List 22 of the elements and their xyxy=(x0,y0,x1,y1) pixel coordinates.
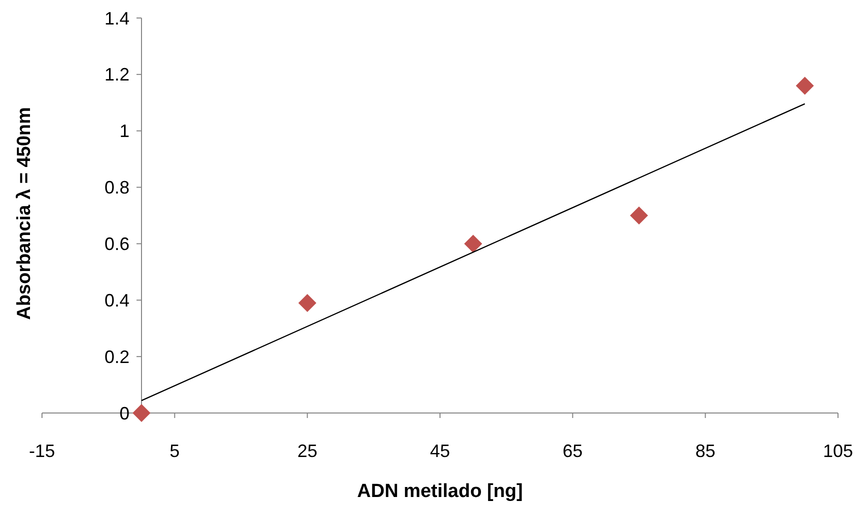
y-tick-label: 0.8 xyxy=(104,178,130,198)
y-tick-label: 0.2 xyxy=(104,346,130,367)
y-tick-label: 0 xyxy=(119,403,130,424)
point xyxy=(132,404,150,422)
y-axis-title: Absorbancia λ = 450nm xyxy=(14,107,35,320)
x-axis-title: ADN metilado [ng] xyxy=(357,481,523,502)
y-tick-label: 1.2 xyxy=(104,64,130,85)
y-tick-label: 0.6 xyxy=(104,234,130,254)
point xyxy=(630,206,648,224)
x-tick-label: 25 xyxy=(297,441,318,461)
x-tick-label: 65 xyxy=(562,441,583,461)
x-tick-label: 85 xyxy=(695,441,716,461)
x-tick-label: 105 xyxy=(822,441,854,461)
point xyxy=(298,294,316,312)
point xyxy=(464,234,482,253)
y-tick-label: 1.4 xyxy=(104,8,130,28)
x-tick-label: 5 xyxy=(170,441,180,461)
y-tick-label: 1 xyxy=(119,121,130,142)
point xyxy=(796,76,814,95)
y-tick-label: 0.4 xyxy=(104,290,130,310)
x-tick-label: 45 xyxy=(430,441,450,461)
x-tick-label: -15 xyxy=(28,441,56,461)
